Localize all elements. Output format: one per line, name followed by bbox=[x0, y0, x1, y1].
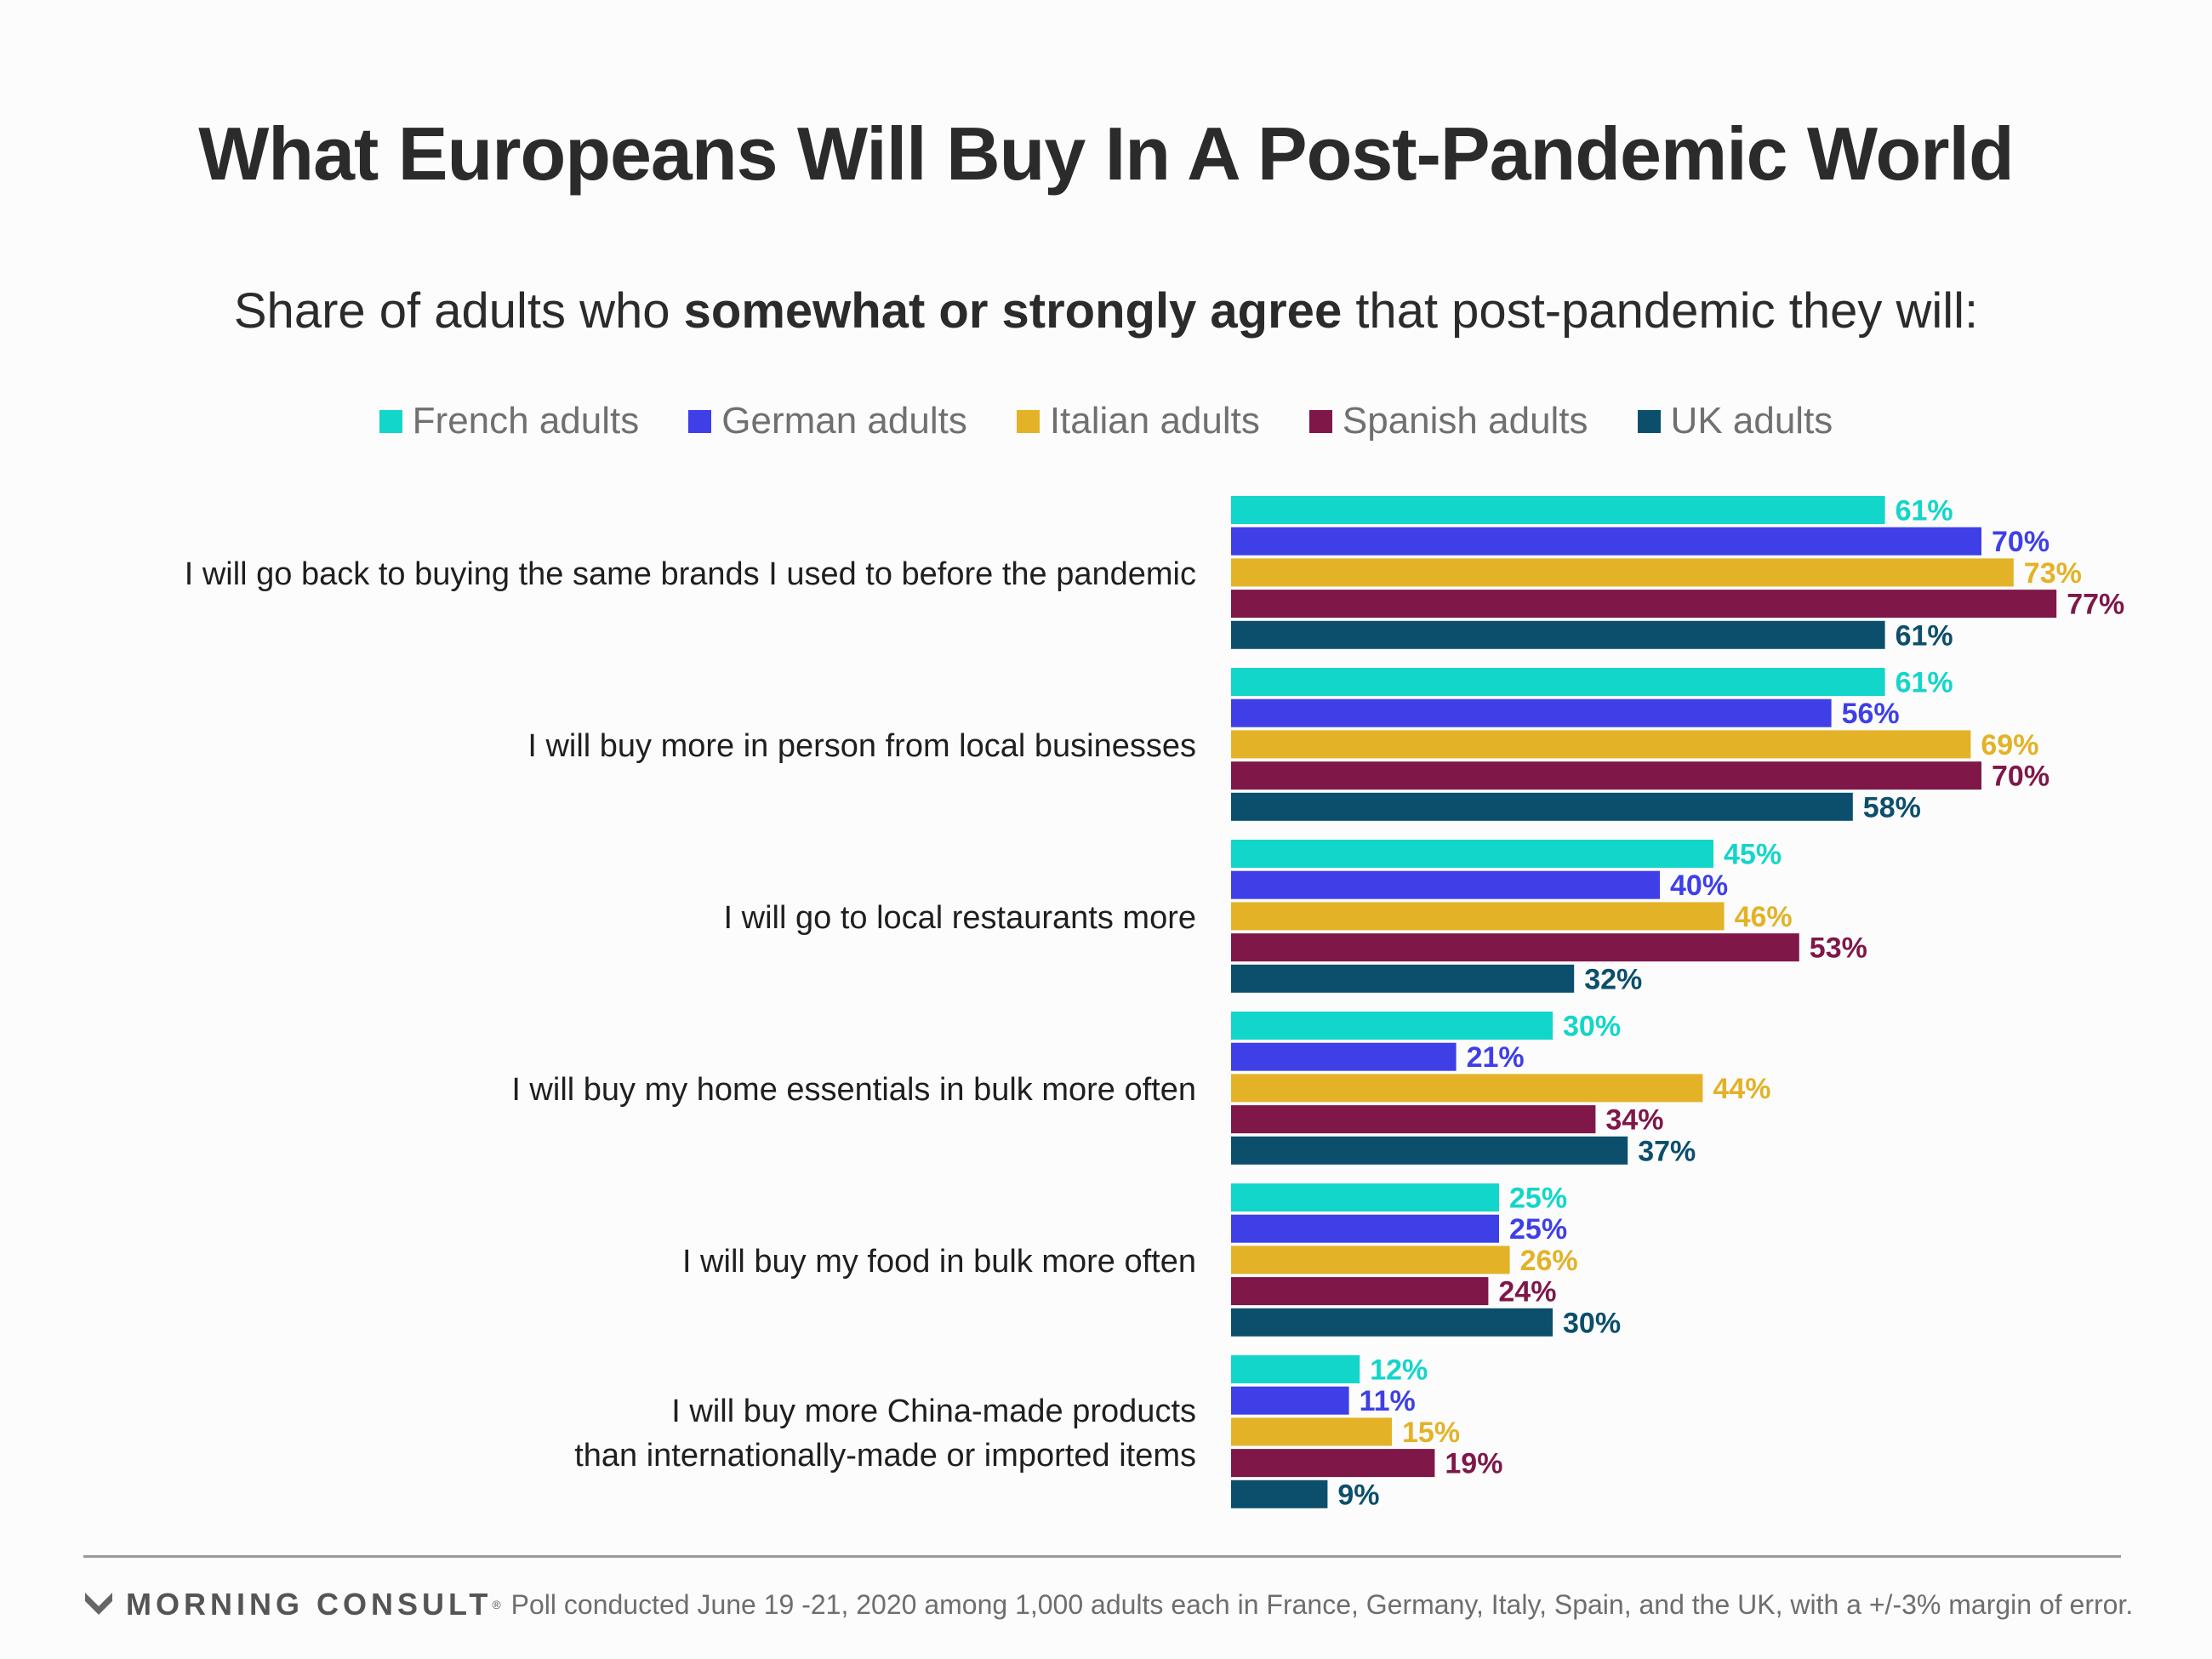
bar bbox=[1231, 1012, 1553, 1040]
bar bbox=[1231, 792, 1853, 821]
data-label: 77% bbox=[2067, 589, 2124, 621]
legend-label: Spanish adults bbox=[1342, 400, 1588, 442]
data-label: 11% bbox=[1360, 1385, 1416, 1417]
bar bbox=[1231, 1277, 1489, 1306]
bar bbox=[1231, 1417, 1392, 1446]
data-label: 19% bbox=[1445, 1448, 1502, 1480]
data-label: 37% bbox=[1638, 1135, 1696, 1167]
bar bbox=[1231, 496, 1885, 524]
subtitle-suffix: that post-pandemic they will: bbox=[1342, 283, 1979, 339]
data-label: 45% bbox=[1724, 839, 1782, 871]
legend-swatch bbox=[1308, 409, 1332, 433]
data-label: 61% bbox=[1896, 619, 1953, 652]
bar bbox=[1231, 1042, 1457, 1071]
data-label: 70% bbox=[1992, 526, 2050, 558]
data-label: 25% bbox=[1509, 1213, 1567, 1246]
source-note: Poll conducted June 19 -21, 2020 among 1… bbox=[510, 1588, 2134, 1620]
footer: MORNING CONSULT ® Poll conducted June 19… bbox=[83, 1587, 2133, 1622]
data-label: 32% bbox=[1584, 963, 1642, 995]
morning-consult-logo-icon bbox=[85, 1593, 112, 1615]
brand-name: MORNING CONSULT bbox=[126, 1587, 493, 1622]
data-label: 34% bbox=[1605, 1104, 1663, 1137]
chart-subtitle: Share of adults who somewhat or strongly… bbox=[0, 282, 2212, 339]
data-label: 69% bbox=[1981, 729, 2038, 761]
bar bbox=[1231, 1105, 1596, 1134]
category-label: I will buy more China-made products bbox=[671, 1394, 1196, 1429]
data-label: 46% bbox=[1735, 901, 1793, 933]
bar bbox=[1231, 1308, 1553, 1337]
bar bbox=[1231, 698, 1832, 727]
data-label: 56% bbox=[1842, 698, 1900, 730]
data-label: 26% bbox=[1520, 1245, 1578, 1277]
bar bbox=[1231, 1074, 1703, 1103]
data-label: 9% bbox=[1337, 1479, 1379, 1511]
bar bbox=[1231, 1183, 1499, 1211]
bar bbox=[1231, 590, 2057, 619]
category-label: than internationally-made or imported it… bbox=[574, 1438, 1196, 1474]
legend-item-3: Spanish adults bbox=[1308, 400, 1588, 442]
data-label: 24% bbox=[1498, 1276, 1556, 1308]
data-label: 58% bbox=[1863, 791, 1921, 824]
data-label: 30% bbox=[1563, 1307, 1621, 1339]
bar bbox=[1231, 668, 1885, 696]
legend-swatch bbox=[1016, 409, 1040, 433]
legend-item-2: Italian adults bbox=[1016, 400, 1260, 442]
bar bbox=[1231, 761, 1981, 790]
legend-item-0: French adults bbox=[379, 400, 640, 442]
bar bbox=[1231, 1246, 1510, 1274]
category-label: I will go to local restaurants more bbox=[724, 900, 1196, 936]
category-label: I will buy more in person from local bus… bbox=[527, 728, 1196, 764]
category-label: I will go back to buying the same brands… bbox=[185, 556, 1196, 592]
data-label: 61% bbox=[1896, 495, 1953, 527]
legend-item-1: German adults bbox=[688, 400, 967, 442]
brand-registered-mark: ® bbox=[492, 1598, 501, 1611]
legend-label: French adults bbox=[412, 400, 640, 442]
bar bbox=[1231, 620, 1885, 649]
subtitle-prefix: Share of adults who bbox=[233, 283, 684, 339]
data-label: 53% bbox=[1810, 932, 1867, 965]
bar bbox=[1231, 902, 1725, 931]
subtitle-emphasis: somewhat or strongly agree bbox=[683, 283, 1343, 339]
legend-label: German adults bbox=[721, 400, 967, 442]
category-label: I will buy my home essentials in bulk mo… bbox=[511, 1072, 1196, 1108]
data-label: 44% bbox=[1713, 1073, 1770, 1105]
legend-swatch bbox=[1637, 409, 1661, 433]
legend-item-4: UK adults bbox=[1637, 400, 1833, 442]
category-label: I will buy my food in bulk more often bbox=[682, 1244, 1196, 1280]
chart-title: What Europeans Will Buy In A Post-Pandem… bbox=[198, 111, 2014, 196]
bar bbox=[1231, 1479, 1328, 1508]
legend-swatch bbox=[688, 409, 712, 433]
bar bbox=[1231, 1214, 1499, 1243]
bar bbox=[1231, 1449, 1435, 1478]
legend-label: UK adults bbox=[1670, 400, 1833, 442]
bar bbox=[1231, 730, 1971, 759]
chart-legend: French adults German adults Italian adults… bbox=[0, 400, 2212, 442]
bar bbox=[1231, 964, 1575, 993]
data-label: 70% bbox=[1992, 761, 2050, 793]
data-label: 25% bbox=[1509, 1183, 1567, 1215]
bar bbox=[1231, 558, 2014, 587]
bar bbox=[1231, 1386, 1349, 1415]
footer-divider bbox=[83, 1555, 2121, 1558]
bar bbox=[1231, 1355, 1360, 1383]
bar-chart: I will go back to buying the same brands… bbox=[185, 495, 2125, 1512]
data-label: 15% bbox=[1402, 1417, 1460, 1449]
data-label: 30% bbox=[1563, 1011, 1621, 1043]
bar bbox=[1231, 840, 1713, 868]
data-label: 21% bbox=[1467, 1041, 1525, 1074]
bar bbox=[1231, 933, 1799, 962]
legend-swatch bbox=[379, 409, 402, 433]
data-label: 40% bbox=[1670, 869, 1728, 902]
bar bbox=[1231, 870, 1660, 899]
bar bbox=[1231, 527, 1981, 556]
legend-label: Italian adults bbox=[1049, 400, 1260, 442]
data-label: 61% bbox=[1896, 667, 1953, 699]
data-label: 12% bbox=[1370, 1354, 1428, 1387]
data-label: 73% bbox=[2024, 557, 2082, 590]
bar bbox=[1231, 1136, 1628, 1165]
